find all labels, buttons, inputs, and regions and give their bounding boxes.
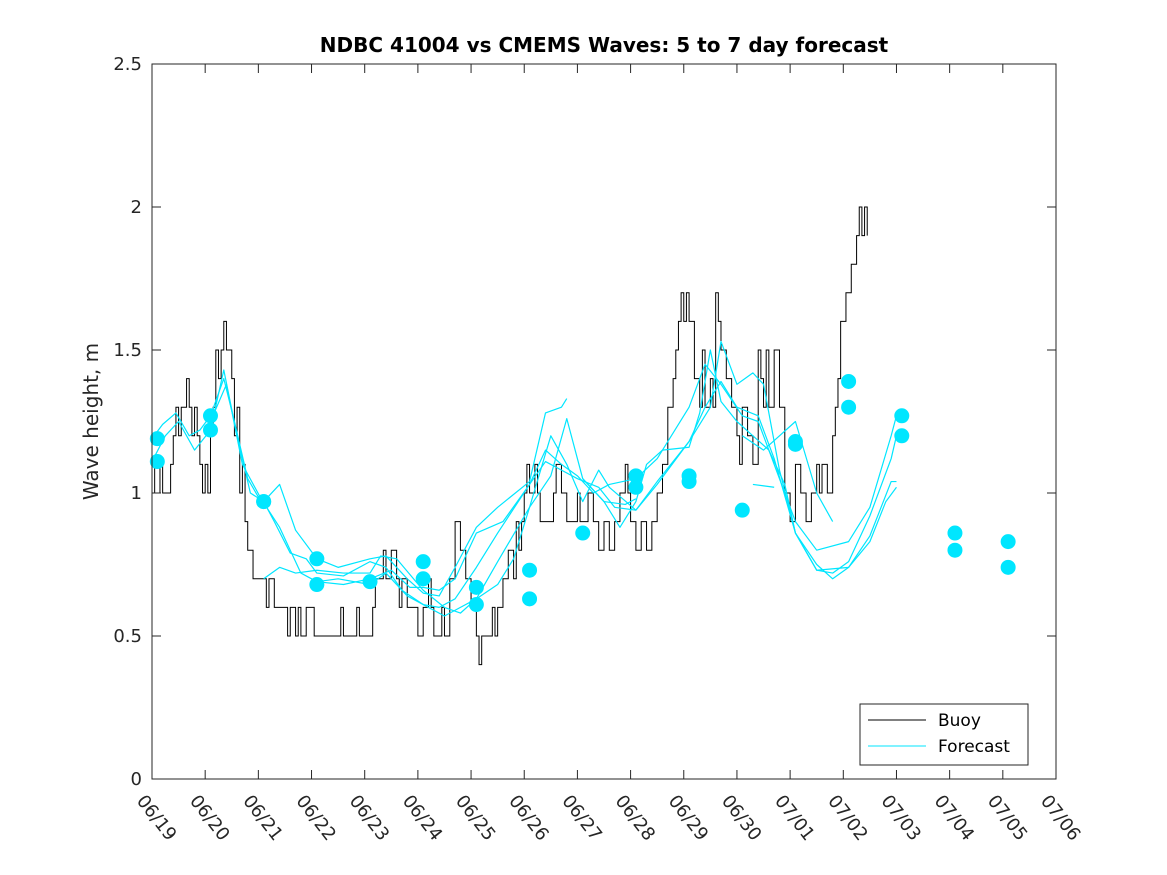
forecast-marker <box>522 562 538 578</box>
forecast-marker <box>894 428 910 444</box>
legend-label-forecast: Forecast <box>938 737 1010 757</box>
forecast-marker <box>575 525 591 541</box>
legend-box <box>859 703 1029 766</box>
legend: Buoy Forecast <box>859 703 1029 766</box>
forecast-marker <box>415 571 431 587</box>
series-line-forecast <box>582 478 637 506</box>
forecast-marker <box>894 408 910 424</box>
forecast-marker <box>734 502 750 518</box>
y-tick-label: 0.5 <box>113 626 142 647</box>
forecast-marker <box>841 373 857 389</box>
forecast-marker <box>362 574 378 590</box>
y-axis-label: Wave height, m <box>79 343 103 500</box>
forecast-marker <box>1000 534 1016 550</box>
forecast-marker <box>681 474 697 490</box>
legend-label-buoy: Buoy <box>938 711 981 731</box>
y-tick-label: 2.5 <box>113 54 142 75</box>
series-line-forecast <box>263 398 568 597</box>
forecast-marker <box>841 399 857 415</box>
forecast-marker <box>787 436 803 452</box>
y-tick-label: 1.5 <box>113 340 142 361</box>
series-layer <box>149 206 1016 666</box>
y-tick-label: 0 <box>131 769 142 790</box>
plot-area <box>152 64 1056 779</box>
forecast-marker <box>309 551 325 567</box>
series-line-forecast <box>741 420 834 522</box>
forecast-marker <box>1000 559 1016 575</box>
forecast-marker <box>149 454 165 470</box>
y-tick-label: 2 <box>131 197 142 218</box>
forecast-marker <box>628 479 644 495</box>
series-line-forecast <box>151 369 897 609</box>
forecast-marker <box>468 579 484 595</box>
plot-frame <box>151 63 1057 780</box>
series-line-forecast <box>151 378 262 502</box>
forecast-marker <box>415 554 431 570</box>
series-line-forecast <box>263 340 898 614</box>
forecast-marker <box>202 408 218 424</box>
series-line-buoy <box>152 206 868 666</box>
forecast-marker <box>309 577 325 593</box>
series-line-forecast <box>316 349 897 617</box>
chart-title: NDBC 41004 vs CMEMS Waves: 5 to 7 day fo… <box>320 33 889 57</box>
forecast-marker <box>149 431 165 447</box>
forecast-marker <box>468 597 484 613</box>
forecast-marker <box>947 525 963 541</box>
y-tick-label: 1 <box>131 483 142 504</box>
forecast-marker <box>256 494 272 510</box>
forecast-marker <box>947 542 963 558</box>
forecast-marker <box>202 422 218 438</box>
forecast-marker <box>522 591 538 607</box>
series-line-forecast <box>752 483 775 488</box>
